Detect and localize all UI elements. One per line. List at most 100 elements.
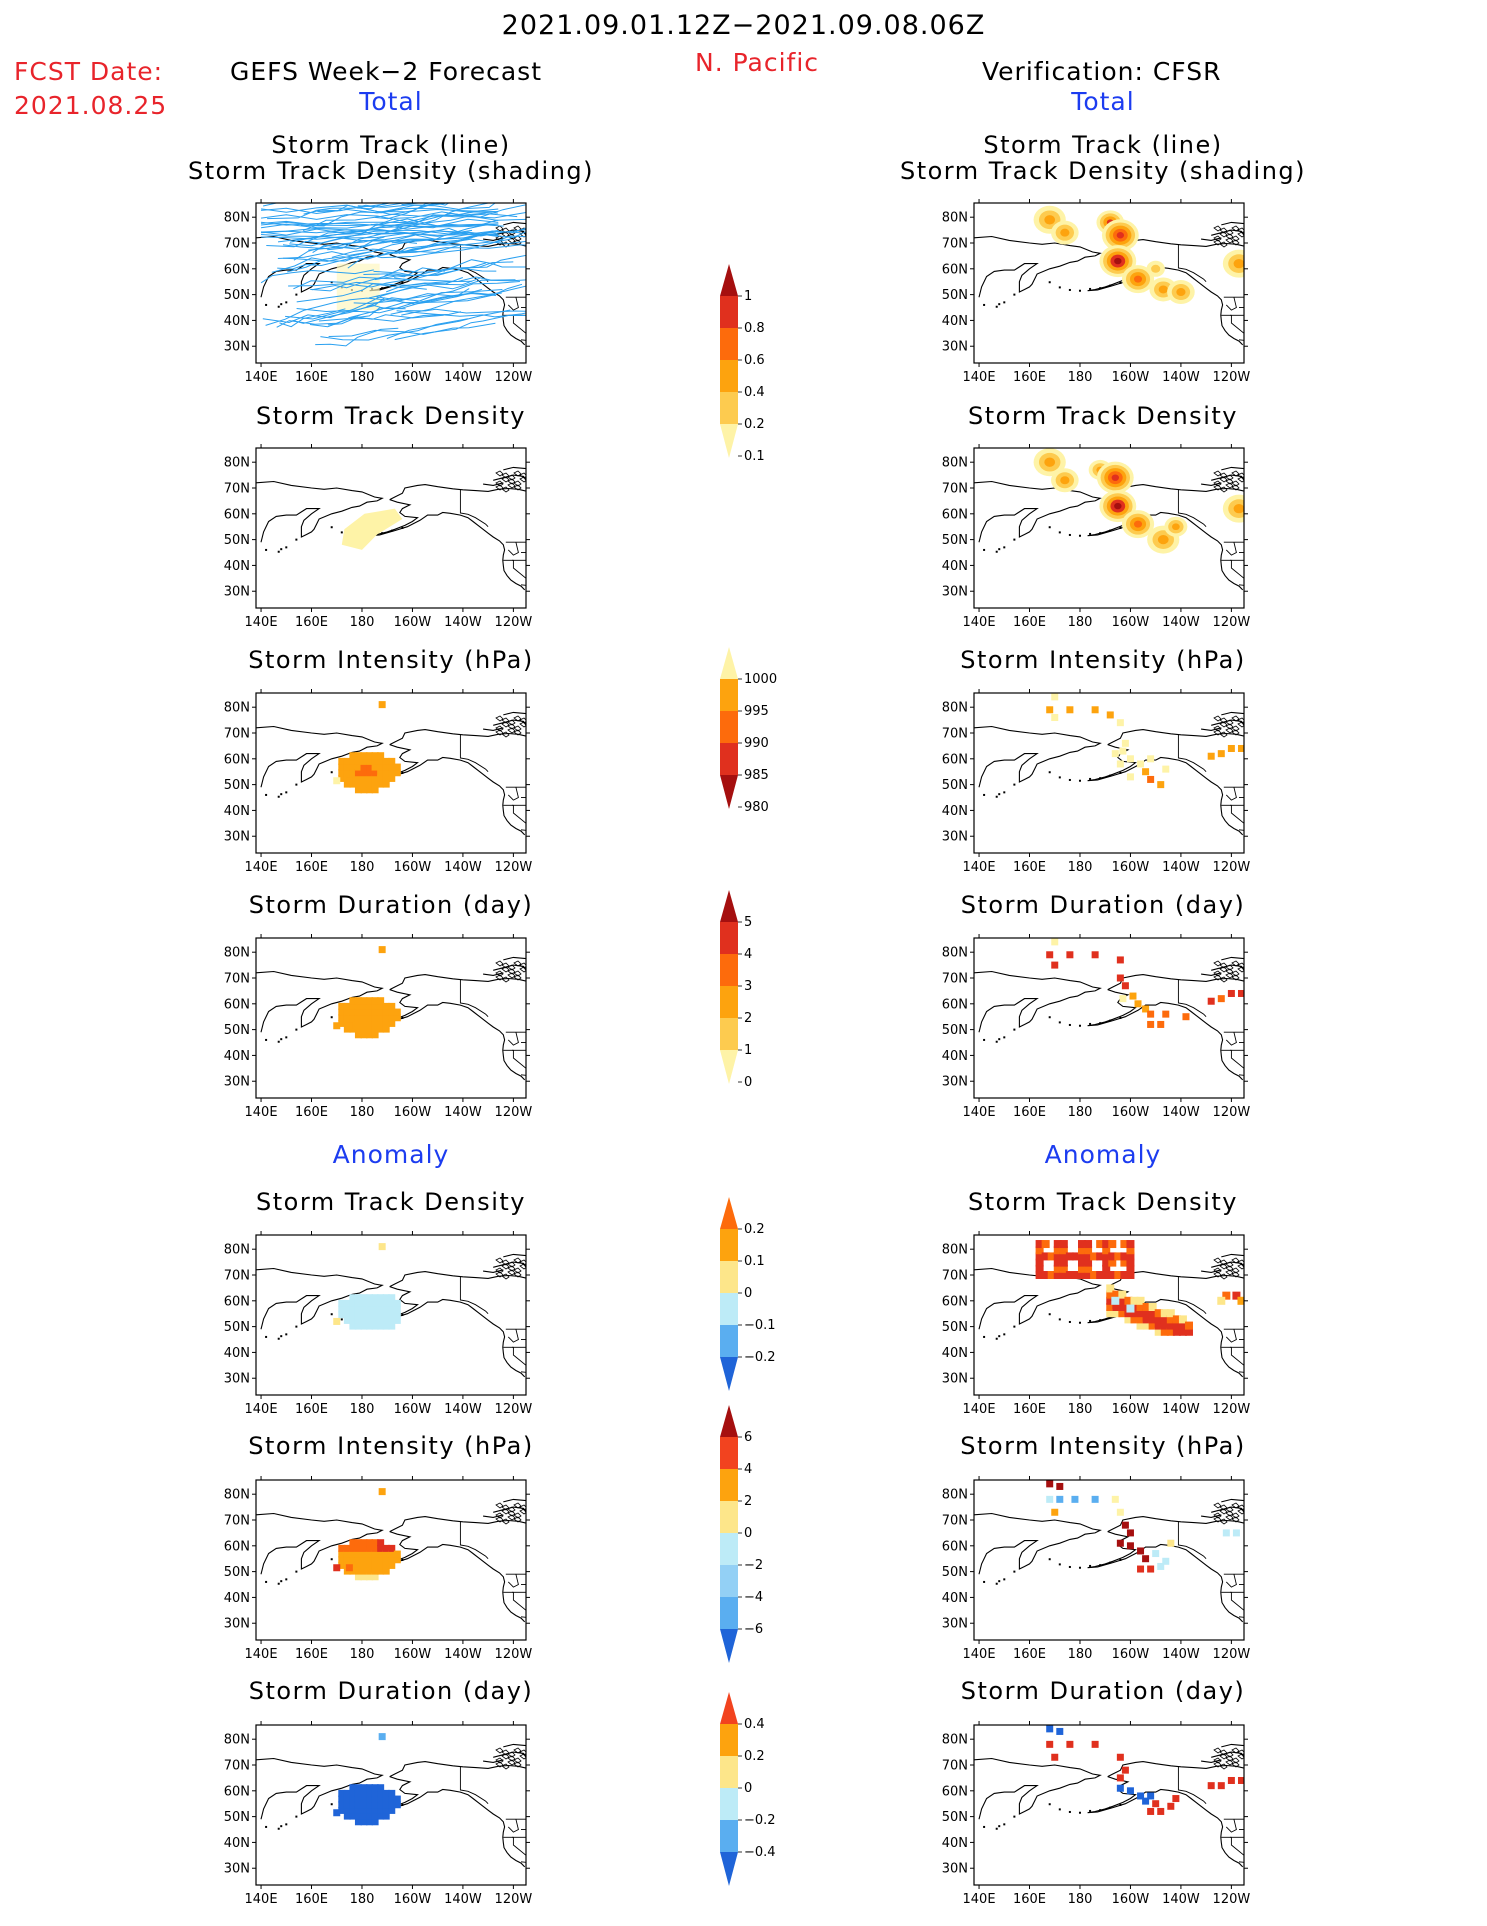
anomaly-label-left: Anomaly [332,1140,450,1169]
lon-tick-label: 120W [495,1647,533,1662]
lon-tick-label: 120W [495,1105,533,1120]
lon-tick-label: 140E [245,1105,278,1120]
lon-tick-label: 160W [1112,1105,1150,1120]
lon-tick-label: 180 [350,1402,375,1417]
lon-tick-label: 160E [295,370,328,385]
lon-tick-label: 120W [495,370,533,385]
lat-tick-label: 60N [224,997,250,1012]
lat-tick-label: 30N [942,1372,968,1387]
period-title: 2021.09.01.12Z−2021.09.08.06Z [501,10,986,41]
lat-tick-label: 80N [942,701,968,716]
colorbar-label: 4 [744,1462,752,1477]
lon-tick-label: 120W [1213,1647,1251,1662]
colorbar-label: −0.2 [744,1350,776,1365]
lat-tick-label: 80N [224,701,250,716]
left-duration-anom-title: Storm Duration (day) [248,1677,534,1705]
left-density-title: Storm Track Density [256,402,526,430]
lon-tick-label: 140E [245,1402,278,1417]
colorbar-label: 0 [744,1286,752,1301]
lat-tick-label: 40N [224,1591,250,1606]
lon-tick-label: 140E [245,615,278,630]
colorbar-label: −0.4 [744,1845,776,1860]
right-density-anom-title: Storm Track Density [968,1188,1238,1216]
lat-tick-label: 80N [224,211,250,226]
lon-tick-label: 160E [1013,860,1046,875]
lon-tick-label: 160E [1013,1105,1046,1120]
lon-tick-label: 180 [1068,1402,1093,1417]
lat-tick-label: 70N [942,482,968,497]
lat-tick-label: 60N [224,1294,250,1309]
lon-tick-label: 140W [1162,860,1200,875]
lon-tick-label: 180 [350,370,375,385]
colorbar-label: 0.2 [744,1222,765,1237]
lat-tick-label: 50N [942,778,968,793]
right-density-title: Storm Track Density [968,402,1238,430]
lat-tick-label: 50N [942,1023,968,1038]
left-duration-title: Storm Duration (day) [248,891,534,919]
colorbar-label: 995 [744,704,769,719]
lon-tick-label: 160E [1013,1647,1046,1662]
right-intensity-title: Storm Intensity (hPa) [960,646,1246,674]
colorbar-svg: 0.4 0.2 0 −0.2 −0.4 [720,1692,776,1886]
colorbar-label: −0.2 [744,1813,776,1828]
colorbar-label: 2 [744,1011,752,1026]
lat-tick-label: 70N [942,1759,968,1774]
map-svg: 80N 70N 60N 50N 40N 30N 140E 160E 180 160W 140W 120… [942,1231,1251,1417]
colorbar-label: 1 [744,289,752,304]
lon-tick-label: 140W [1162,1892,1200,1907]
map-panel: 80N 70N 60N 50N 40N 30N 140E 160E 180 160W 140W 120… [200,196,540,400]
lat-tick-label: 60N [942,997,968,1012]
lon-tick-label: 160W [1112,1892,1150,1907]
lon-tick-label: 160E [295,860,328,875]
lon-tick-label: 160W [1112,860,1150,875]
lon-tick-label: 180 [1068,1892,1093,1907]
lon-tick-label: 140E [245,1647,278,1662]
lon-tick-label: 140W [444,1105,482,1120]
lon-tick-label: 120W [1213,1402,1251,1417]
colorbar-label: 0.4 [744,1717,765,1732]
lat-tick-label: 50N [942,288,968,303]
lat-tick-label: 70N [224,727,250,742]
lon-tick-label: 160E [1013,370,1046,385]
lon-tick-label: 140W [1162,1647,1200,1662]
lon-tick-label: 160E [1013,615,1046,630]
right-track-shading-title: Storm Track Density (shading) [899,157,1307,185]
lon-tick-label: 140W [444,860,482,875]
colorbar-label: 0.6 [744,353,765,368]
lat-tick-label: 40N [942,314,968,329]
colorbar-label: 6 [744,1430,752,1445]
lon-tick-label: 160E [295,1105,328,1120]
map-svg: 80N 70N 60N 50N 40N 30N 140E 160E 180 160W 140W 120… [224,1721,532,1907]
colorbar-label: −6 [744,1622,763,1637]
lat-tick-label: 40N [224,314,250,329]
lon-tick-label: 160W [394,860,432,875]
lat-tick-label: 30N [942,1617,968,1632]
left-intensity-title: Storm Intensity (hPa) [248,646,534,674]
lat-tick-label: 60N [942,1784,968,1799]
lat-tick-label: 50N [224,1810,250,1825]
map-panel: 80N 70N 60N 50N 40N 30N 140E 160E 180 160W 140W 120… [918,1473,1258,1677]
right-duration-anom-title: Storm Duration (day) [960,1677,1246,1705]
right-duration-title: Storm Duration (day) [960,891,1246,919]
fcst-date-value: 2021.08.25 [14,91,168,120]
right-intensity-anom-title: Storm Intensity (hPa) [960,1432,1246,1460]
lat-tick-label: 50N [224,288,250,303]
map-panel: 80N 70N 60N 50N 40N 30N 140E 160E 180 160W 140W 120… [200,441,540,645]
lat-tick-label: 50N [942,1565,968,1580]
lon-tick-label: 180 [350,1647,375,1662]
lon-tick-label: 180 [1068,1105,1093,1120]
colorbar-label: 3 [744,979,752,994]
lat-tick-label: 50N [224,1320,250,1335]
lat-tick-label: 30N [942,1075,968,1090]
lon-tick-label: 180 [350,1892,375,1907]
lat-tick-label: 70N [942,727,968,742]
lon-tick-label: 140E [963,1105,996,1120]
lon-tick-label: 160E [1013,1892,1046,1907]
lon-tick-label: 140W [1162,370,1200,385]
lat-tick-label: 40N [942,1049,968,1064]
lon-tick-label: 160E [295,1402,328,1417]
map-panel: 80N 70N 60N 50N 40N 30N 140E 160E 180 160W 140W 120… [918,1228,1258,1432]
colorbar-label: −4 [744,1590,763,1605]
lon-tick-label: 160W [1112,370,1150,385]
colorbar-label: 1 [744,1043,752,1058]
